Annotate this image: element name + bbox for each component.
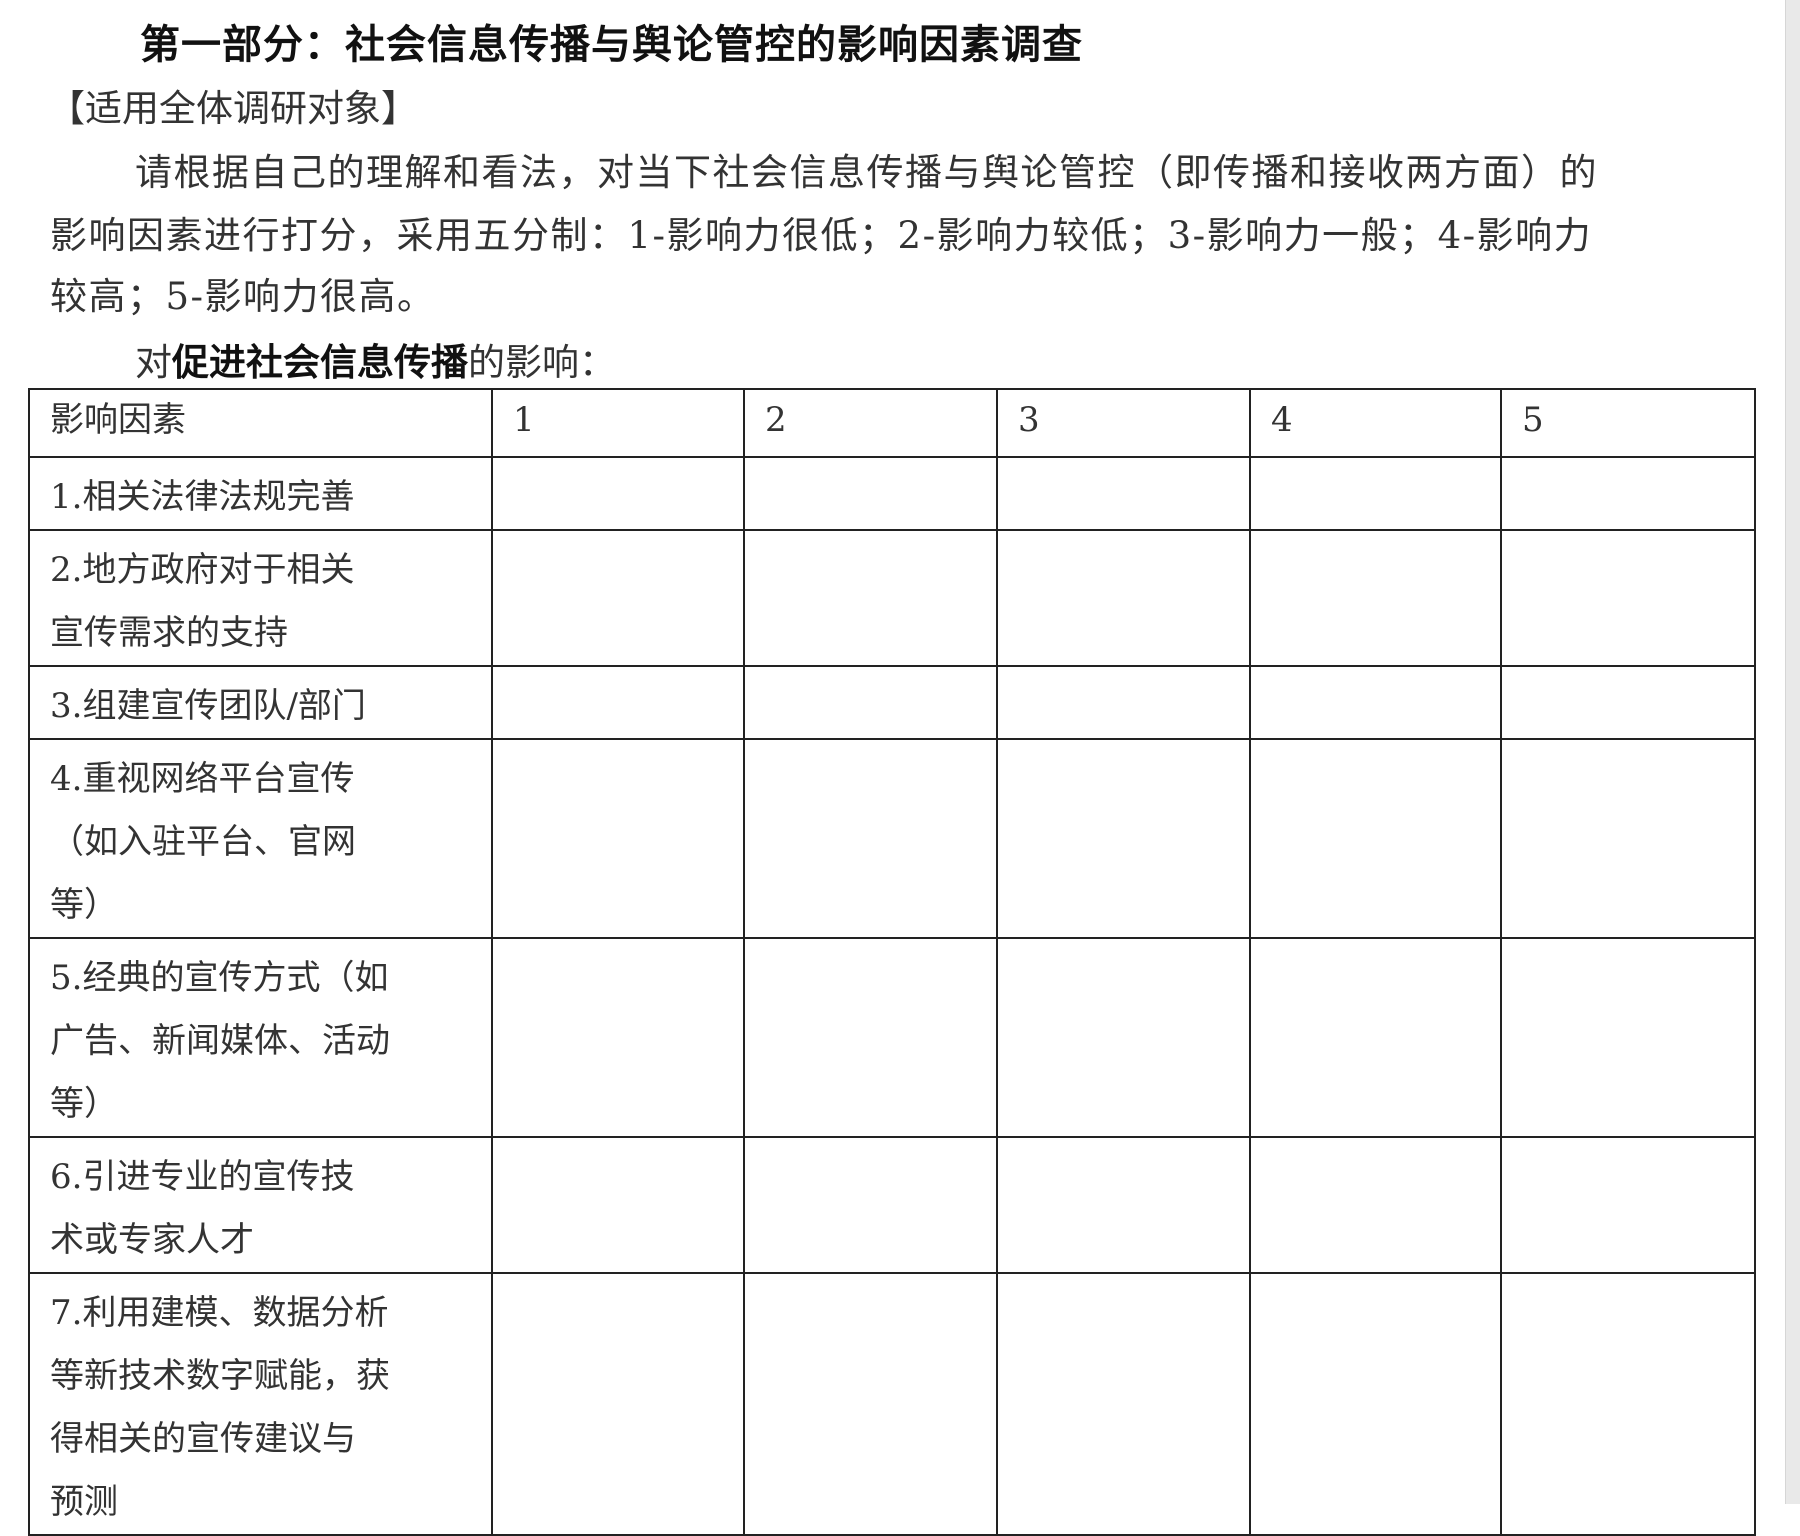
factor-text-line: 4.重视网络平台宣传 [50, 759, 355, 799]
score-cell-1[interactable] [491, 937, 745, 1138]
factor-cell: 4.重视网络平台宣传 （如入驻平台、官网 等） [28, 738, 493, 939]
score-cell-5[interactable] [1500, 937, 1756, 1138]
score-cell-4[interactable] [1249, 1272, 1502, 1536]
score-cell-4[interactable] [1249, 1136, 1502, 1274]
factor-text-line: 6.引进专业的宣传技 [50, 1157, 355, 1197]
score-cell-2[interactable] [743, 937, 998, 1138]
factor-text-line: 等新技术数字赋能，获 [50, 1356, 390, 1396]
score-cell-3[interactable] [996, 665, 1251, 740]
score-cell-2[interactable] [743, 1272, 998, 1536]
score-cell-2[interactable] [743, 665, 998, 740]
score-cell-2[interactable] [743, 529, 998, 667]
factor-text-line: 术或专家人才 [50, 1220, 254, 1260]
header-score-1: 1 [491, 388, 745, 458]
table-row: 2.地方政府对于相关 宣传需求的支持 [28, 529, 1756, 667]
score-cell-1[interactable] [491, 738, 745, 939]
table-header-row: 影响因素 1 2 3 4 5 [28, 388, 1756, 458]
factor-text-line: 5.经典的宣传方式（如 [50, 958, 389, 998]
score-cell-5[interactable] [1500, 1136, 1756, 1274]
score-cell-5[interactable] [1500, 1272, 1756, 1536]
score-cell-1[interactable] [491, 1272, 745, 1536]
factor-text-line: 1.相关法律法规完善 [50, 477, 355, 517]
score-cell-1[interactable] [491, 1136, 745, 1274]
vertical-scrollbar[interactable] [1785, 0, 1800, 1504]
score-cell-1[interactable] [491, 529, 745, 667]
rating-table: 影响因素 1 2 3 4 5 1.相关法律法规完善 2.地方政府对于相关 宣传需求的支持 3.组建… [28, 388, 1756, 1536]
score-cell-1[interactable] [491, 665, 745, 740]
instruction-line: 影响因素进行打分，采用五分制：1-影响力很低；2-影响力较低；3-影响力一般；4… [50, 214, 1593, 257]
score-cell-3[interactable] [996, 738, 1251, 939]
table-row: 1.相关法律法规完善 [28, 456, 1756, 531]
factor-cell: 7.利用建模、数据分析 等新技术数字赋能，获 得相关的宣传建议与 预测 [28, 1272, 493, 1536]
factor-cell: 6.引进专业的宣传技 术或专家人才 [28, 1136, 493, 1274]
factor-text-line: 等） [50, 1084, 118, 1124]
header-score-3: 3 [996, 388, 1251, 458]
factor-text-line: 得相关的宣传建议与 [50, 1419, 356, 1459]
factor-cell: 2.地方政府对于相关 宣传需求的支持 [28, 529, 493, 667]
factor-cell: 3.组建宣传团队/部门 [28, 665, 493, 740]
table-lead-text: 对促进社会信息传播的影响： [135, 332, 616, 386]
table-row: 3.组建宣传团队/部门 [28, 665, 1756, 740]
score-cell-5[interactable] [1500, 529, 1756, 667]
score-cell-3[interactable] [996, 937, 1251, 1138]
lead-suffix: 的影响： [468, 341, 616, 384]
score-cell-3[interactable] [996, 529, 1251, 667]
header-score-4: 4 [1249, 388, 1502, 458]
factor-text-line: 3.组建宣传团队/部门 [50, 686, 366, 726]
factor-text-line: 预测 [50, 1482, 118, 1522]
lead-bold: 促进社会信息传播 [172, 340, 468, 384]
score-cell-4[interactable] [1249, 456, 1502, 531]
factor-text-line: 等） [50, 885, 118, 925]
header-factor: 影响因素 [28, 388, 493, 458]
score-cell-2[interactable] [743, 738, 998, 939]
header-score-2: 2 [743, 388, 998, 458]
score-cell-4[interactable] [1249, 529, 1502, 667]
table-row: 5.经典的宣传方式（如 广告、新闻媒体、活动 等） [28, 937, 1756, 1138]
score-cell-1[interactable] [491, 456, 745, 531]
score-cell-5[interactable] [1500, 665, 1756, 740]
header-score-5: 5 [1500, 388, 1756, 458]
score-cell-5[interactable] [1500, 738, 1756, 939]
score-cell-2[interactable] [743, 456, 998, 531]
factor-cell: 5.经典的宣传方式（如 广告、新闻媒体、活动 等） [28, 937, 493, 1138]
factor-text-line: 2.地方政府对于相关 [50, 550, 355, 590]
table-row: 6.引进专业的宣传技 术或专家人才 [28, 1136, 1756, 1274]
section-title: 第一部分：社会信息传播与舆论管控的影响因素调查 [140, 21, 1083, 68]
instruction-line: 请根据自己的理解和看法，对当下社会信息传播与舆论管控（即传播和接收两方面）的 [135, 151, 1598, 194]
score-cell-3[interactable] [996, 1136, 1251, 1274]
factor-text-line: 7.利用建模、数据分析 [50, 1293, 389, 1333]
factor-text-line: 广告、新闻媒体、活动 [50, 1021, 390, 1061]
lead-prefix: 对 [135, 341, 172, 384]
score-cell-4[interactable] [1249, 665, 1502, 740]
factor-text-line: （如入驻平台、官网 [50, 822, 356, 862]
factor-text-line: 宣传需求的支持 [50, 613, 288, 653]
score-cell-5[interactable] [1500, 456, 1756, 531]
score-cell-4[interactable] [1249, 937, 1502, 1138]
score-cell-4[interactable] [1249, 738, 1502, 939]
target-audience-note: 【适用全体调研对象】 [48, 87, 418, 130]
score-cell-3[interactable] [996, 1272, 1251, 1536]
score-cell-3[interactable] [996, 456, 1251, 531]
instruction-line: 较高；5-影响力很高。 [50, 275, 436, 318]
factor-cell: 1.相关法律法规完善 [28, 456, 493, 531]
table-row: 7.利用建模、数据分析 等新技术数字赋能，获 得相关的宣传建议与 预测 [28, 1272, 1756, 1536]
score-cell-2[interactable] [743, 1136, 998, 1274]
table-row: 4.重视网络平台宣传 （如入驻平台、官网 等） [28, 738, 1756, 939]
